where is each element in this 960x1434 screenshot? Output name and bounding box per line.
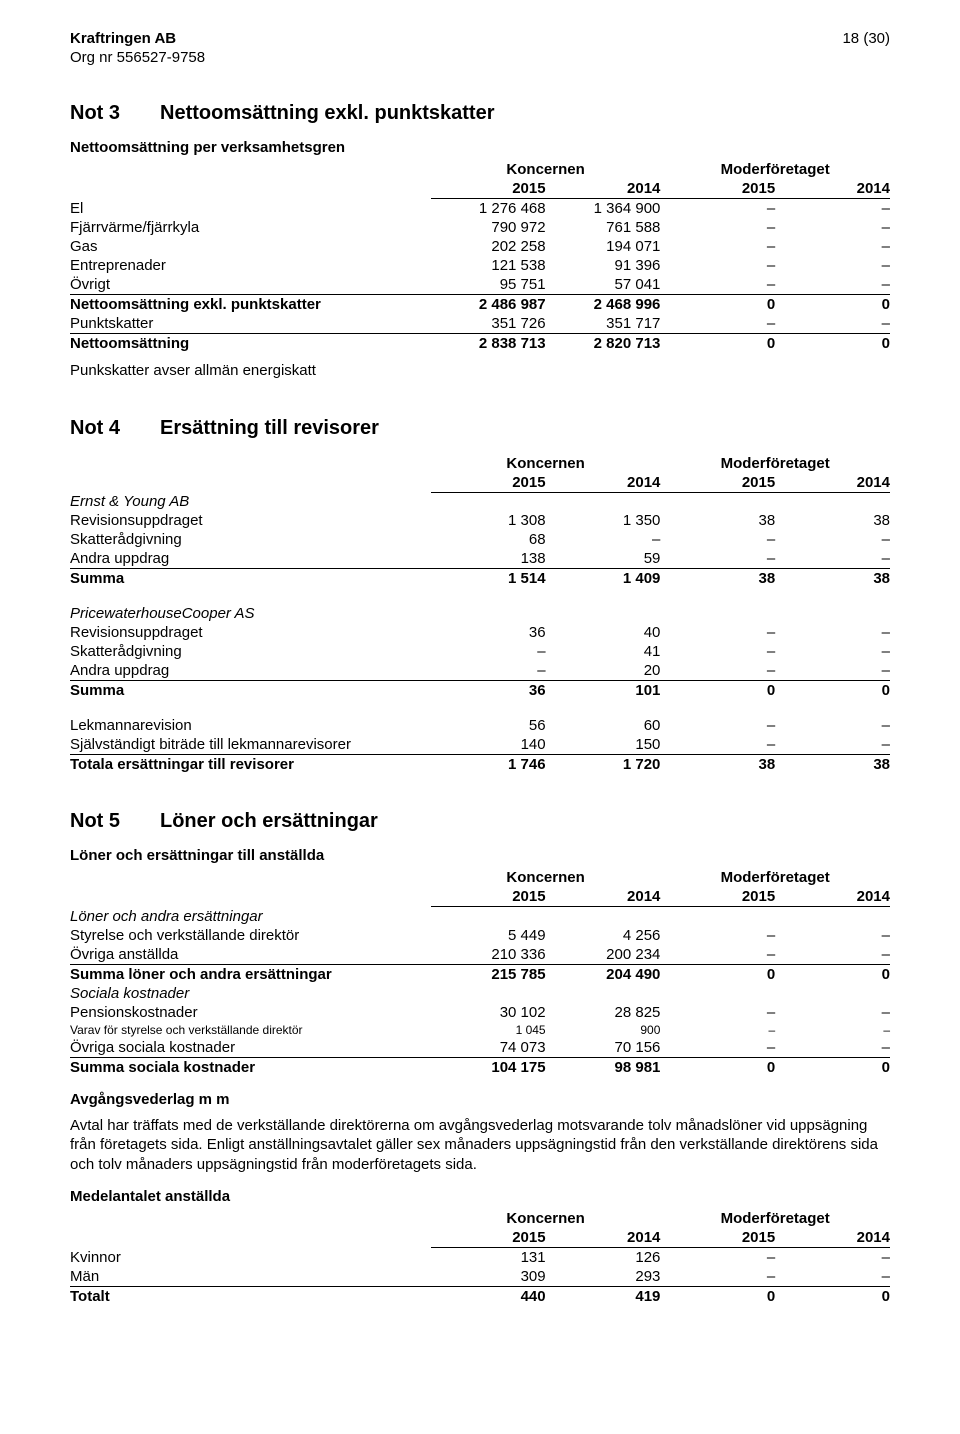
group-header-row: Koncernen Moderföretaget — [70, 868, 890, 887]
year-row: 2015 2014 2015 2014 — [70, 179, 890, 199]
table-row: Skatterådgivning–41–– — [70, 642, 890, 661]
table-row: Övriga sociala kostnader74 07370 156–– — [70, 1038, 890, 1058]
note-5-title: Not 5Löner och ersättningar — [70, 810, 890, 833]
table-row: Andra uppdrag13859–– — [70, 549, 890, 569]
ey-name-row: Ernst & Young AB — [70, 492, 890, 511]
page-header: Kraftringen AB Org nr 556527-9758 18 (30… — [70, 30, 890, 66]
sec2-label-row: Sociala kostnader — [70, 984, 890, 1003]
group-header-row: Koncernen Moderföretaget — [70, 454, 890, 473]
page-number: 18 (30) — [842, 30, 890, 47]
table-row: Lekmannarevision5660–– — [70, 716, 890, 735]
note-3-subheading: Nettoomsättning per verksamhetsgren — [70, 139, 890, 156]
year-row: 2015 2014 2015 2014 — [70, 473, 890, 493]
sec1-label-row: Löner och andra ersättningar — [70, 907, 890, 926]
sec2-sum: Summa sociala kostnader 104 175 98 981 0… — [70, 1057, 890, 1077]
table-row: Revisionsuppdraget3640–– — [70, 623, 890, 642]
note-4-table: Koncernen Moderföretaget 2015 2014 2015 … — [70, 454, 890, 775]
note4-total: Totala ersättningar till revisorer 1 746… — [70, 755, 890, 775]
note3-sum2: Nettoomsättning 2 838 713 2 820 713 0 0 — [70, 334, 890, 354]
note-5-table: Koncernen Moderföretaget 2015 2014 2015 … — [70, 868, 890, 1077]
emp-sum: Totalt 440 419 0 0 — [70, 1287, 890, 1307]
sec1-sum: Summa löner och andra ersättningar 215 7… — [70, 964, 890, 984]
avg-text: Avtal har träffats med de verkställande … — [70, 1116, 890, 1175]
table-row: Övriga anställda210 336200 234–– — [70, 945, 890, 965]
note-3-title: Not 3Nettoomsättning exkl. punktskatter — [70, 102, 890, 125]
note-4-title: Not 4Ersättning till revisorer — [70, 417, 890, 440]
table-row: Entreprenader121 53891 396–– — [70, 256, 890, 275]
emp-table: Koncernen Moderföretaget 2015 2014 2015 … — [70, 1209, 890, 1306]
company-name: Kraftringen AB — [70, 30, 205, 47]
emp-title: Medelantalet anställda — [70, 1188, 890, 1205]
table-row: Fjärrvärme/fjärrkyla790 972761 588–– — [70, 218, 890, 237]
year-row: 2015 2014 2015 2014 — [70, 887, 890, 907]
group-header-row: Koncernen Moderföretaget — [70, 160, 890, 179]
table-row: Kvinnor131126–– — [70, 1248, 890, 1268]
table-row: Skatterådgivning68––– — [70, 530, 890, 549]
table-row: Varav för styrelse och verkställande dir… — [70, 1022, 890, 1038]
table-row: Självständigt biträde till lekmannarevis… — [70, 735, 890, 755]
pwc-sum: Summa 36 101 0 0 — [70, 681, 890, 701]
org-number: Org nr 556527-9758 — [70, 49, 205, 66]
avg-title: Avgångsvederlag m m — [70, 1091, 890, 1108]
note3-punkt: Punktskatter 351 726 351 717 – – — [70, 314, 890, 334]
group-header-row: Koncernen Moderföretaget — [70, 1209, 890, 1228]
table-row: Pensionskostnader30 10228 825–– — [70, 1003, 890, 1022]
table-row: El1 276 4681 364 900–– — [70, 199, 890, 219]
ey-sum: Summa 1 514 1 409 38 38 — [70, 569, 890, 589]
note-5-subheading: Löner och ersättningar till anställda — [70, 847, 890, 864]
table-row: Män309293–– — [70, 1267, 890, 1287]
note3-sum1: Nettoomsättning exkl. punktskatter 2 486… — [70, 295, 890, 315]
note-3-table: Koncernen Moderföretaget 2015 2014 2015 … — [70, 160, 890, 353]
table-row: Gas202 258194 071–– — [70, 237, 890, 256]
note3-footnote: Punkskatter avser allmän energiskatt — [70, 361, 890, 381]
year-row: 2015 2014 2015 2014 — [70, 1228, 890, 1248]
table-row: Övrigt95 75157 041–– — [70, 275, 890, 295]
table-row: Revisionsuppdraget1 3081 3503838 — [70, 511, 890, 530]
table-row: Styrelse och verkställande direktör5 449… — [70, 926, 890, 945]
pwc-name-row: PricewaterhouseCooper AS — [70, 604, 890, 623]
table-row: Andra uppdrag–20–– — [70, 661, 890, 681]
